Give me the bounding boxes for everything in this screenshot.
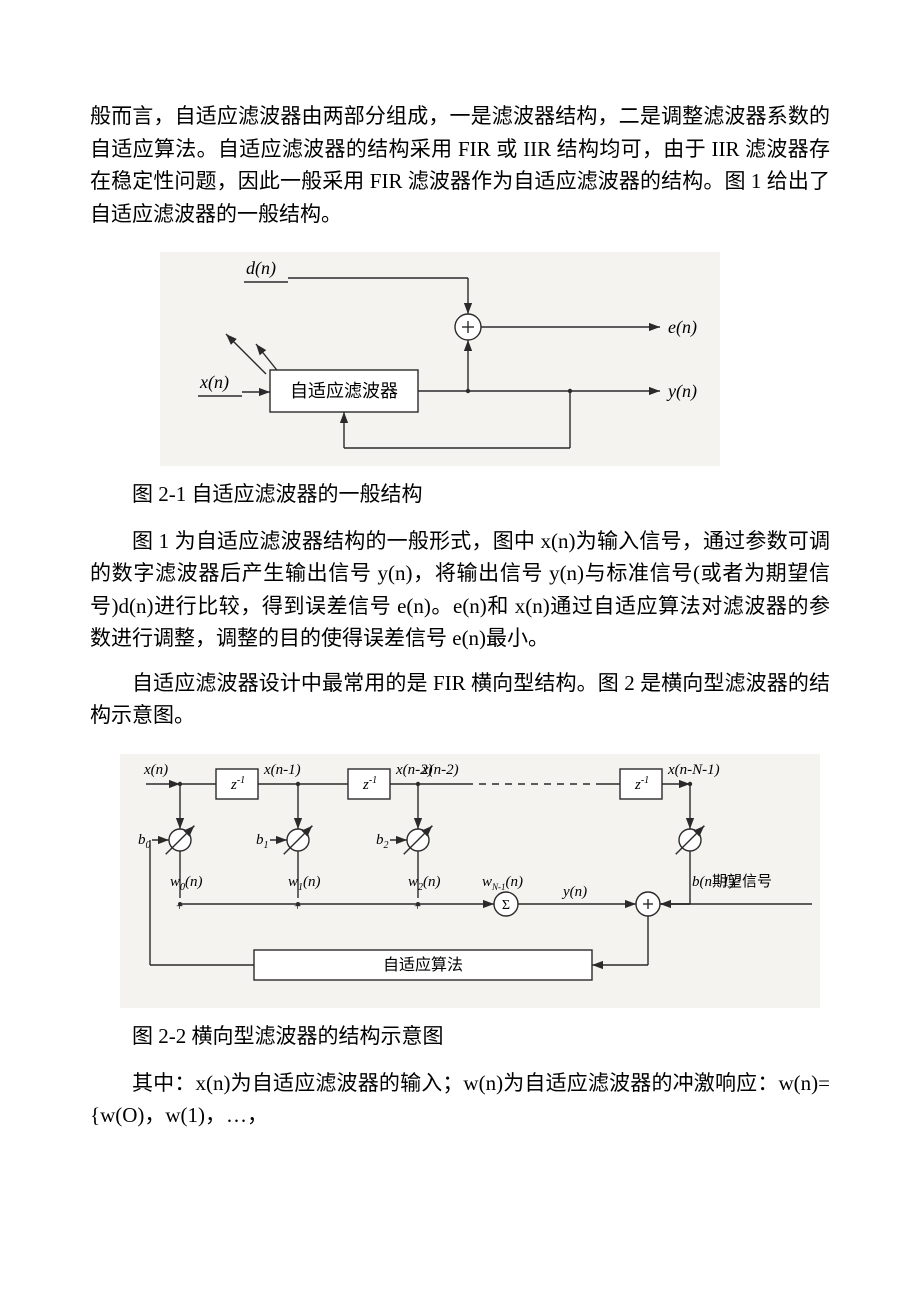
svg-text:Σ: Σ — [502, 898, 510, 913]
svg-text:x(n): x(n) — [143, 762, 168, 778]
paragraph-2: 图 1 为自适应滤波器结构的一般形式，图中 x(n)为输入信号，通过参数可调的数… — [90, 525, 830, 655]
svg-text:x(n-2): x(n-2) — [421, 762, 459, 778]
figure-1-caption: 图 2-1 自适应滤波器的一般结构 — [90, 478, 830, 511]
paragraph-1: 般而言，自适应滤波器由两部分组成，一是滤波器结构，二是调整滤波器系数的自适应算法… — [90, 100, 830, 230]
figure-1-svg: d(n) x(n) 自适应滤波器 y(n) e(n) — [160, 252, 720, 466]
svg-text:自适应算法: 自适应算法 — [383, 955, 463, 974]
paragraph-4: 其中：x(n)为自适应滤波器的输入；w(n)为自适应滤波器的冲激响应：w(n)=… — [90, 1067, 830, 1132]
svg-text:y(n): y(n) — [561, 884, 587, 900]
figure-2-caption: 图 2-2 横向型滤波器的结构示意图 — [90, 1020, 830, 1053]
svg-text:期望信号: 期望信号 — [712, 873, 772, 890]
svg-text:x(n): x(n) — [199, 372, 229, 393]
figure-1: d(n) x(n) 自适应滤波器 y(n) e(n) — [90, 242, 830, 470]
page: 般而言，自适应滤波器由两部分组成，一是滤波器结构，二是调整滤波器系数的自适应算法… — [0, 0, 920, 1204]
figure-2-svg: x(n)b0w0(n)+z-1x(n-1)b1w1(n)+z-1x(n-2)b2… — [120, 754, 820, 1008]
svg-text:y(n): y(n) — [666, 381, 697, 402]
figure-2: x(n)b0w0(n)+z-1x(n-1)b1w1(n)+z-1x(n-2)b2… — [90, 744, 830, 1012]
svg-text:自适应滤波器: 自适应滤波器 — [290, 381, 398, 401]
svg-text:x(n-1): x(n-1) — [263, 762, 301, 778]
svg-text:x(n-N-1): x(n-N-1) — [667, 762, 720, 778]
svg-text:d(n): d(n) — [246, 258, 276, 279]
paragraph-3: 自适应滤波器设计中最常用的是 FIR 横向型结构。图 2 是横向型滤波器的结构示… — [90, 667, 830, 732]
svg-text:e(n): e(n) — [668, 317, 697, 338]
